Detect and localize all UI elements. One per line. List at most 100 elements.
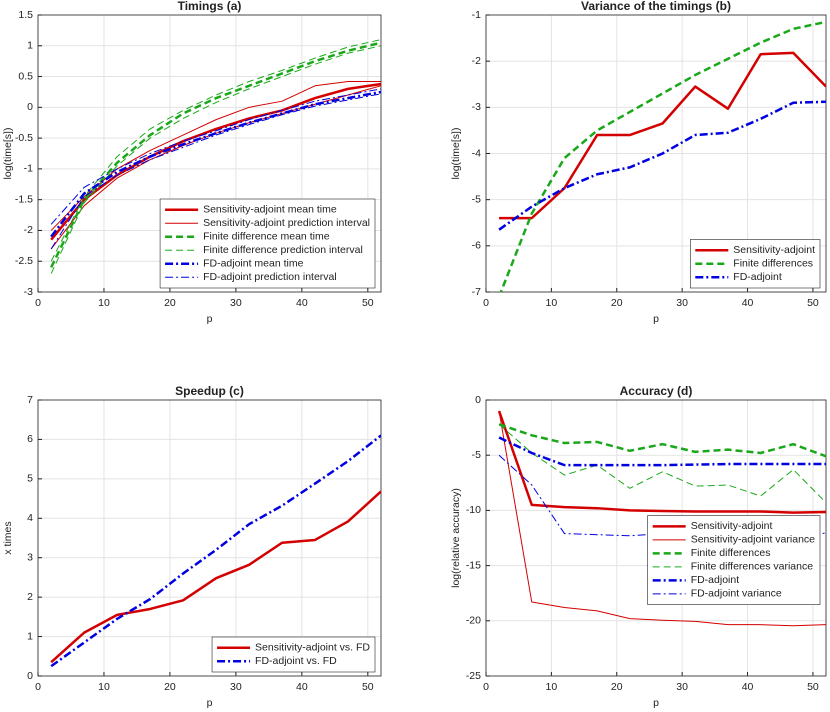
x-tick-label: 20 bbox=[164, 297, 176, 309]
x-tick-label: 20 bbox=[611, 297, 623, 309]
axes-box bbox=[485, 14, 827, 293]
legend-label: Sensitivity-adjoint bbox=[691, 520, 773, 532]
y-tick-label: -0.5 bbox=[15, 132, 33, 144]
legend-label: Finite differences variance bbox=[691, 561, 814, 573]
legend-label: Sensitivity-adjoint variance bbox=[691, 534, 815, 546]
series-line bbox=[50, 85, 381, 250]
x-tick-label: 0 bbox=[483, 297, 489, 309]
series-line bbox=[498, 423, 826, 504]
panel: 0 10 20 30 40 50 0 1 2 3 4 5 6 7 Speedup (c) p x times Se… bbox=[2, 384, 382, 709]
y-tick-label: 4 bbox=[27, 512, 33, 524]
series-line bbox=[499, 20, 826, 292]
legend-label: Sensitivity-adjoint prediction interval bbox=[203, 217, 370, 229]
y-tick-label: -2 bbox=[24, 224, 33, 236]
y-tick-label: 0 bbox=[27, 101, 33, 113]
series-line bbox=[499, 51, 826, 220]
y-axis-label: log(time[s]) bbox=[2, 128, 14, 180]
y-tick-label: 0 bbox=[475, 394, 481, 406]
series-layer bbox=[497, 410, 826, 627]
series-line bbox=[50, 434, 381, 668]
y-tick-label: -2 bbox=[472, 55, 481, 67]
series-line bbox=[498, 436, 826, 467]
x-tick-label: 20 bbox=[164, 681, 176, 693]
legend-label: Finite differences bbox=[691, 547, 771, 559]
x-tick-label: 0 bbox=[483, 681, 489, 693]
x-tick-label: 10 bbox=[546, 681, 558, 693]
y-tick-label: 5 bbox=[27, 473, 33, 485]
y-tick-label: -4 bbox=[472, 147, 481, 159]
legend-label: FD-adjoint vs. FD bbox=[255, 655, 337, 667]
legend-label: Finite difference mean time bbox=[203, 231, 330, 243]
series-line bbox=[50, 41, 381, 268]
chart-title: Accuracy (d) bbox=[620, 384, 693, 398]
series-line bbox=[497, 410, 826, 514]
y-tick-label: -15 bbox=[466, 559, 481, 571]
panel: 0 10 20 30 40 50 -7 -6 -5 -4 -3 -2 -1 Variance of the… bbox=[450, 0, 827, 325]
series-line bbox=[50, 88, 381, 225]
x-axis-label: p bbox=[653, 697, 659, 709]
x-tick-label: 50 bbox=[807, 681, 819, 693]
legend-label: FD-adjoint prediction interval bbox=[203, 271, 337, 283]
axes-box bbox=[485, 399, 827, 677]
y-tick-label: 0.5 bbox=[18, 70, 33, 82]
x-tick-label: 0 bbox=[35, 297, 41, 309]
y-tick-label: 1.5 bbox=[18, 9, 33, 21]
panel: 0 10 20 30 40 50 -25 -20 -15 -10 -5 0 Accuracy (d) p l… bbox=[450, 384, 827, 709]
legend-box bbox=[647, 515, 821, 605]
y-tick-label: 2 bbox=[27, 591, 33, 603]
series-line bbox=[498, 410, 826, 627]
x-tick-label: 0 bbox=[35, 681, 41, 693]
chart-title: Speedup (c) bbox=[175, 384, 244, 398]
x-tick-label: 10 bbox=[98, 681, 110, 693]
y-tick-label: -25 bbox=[466, 670, 481, 682]
axes-box bbox=[37, 14, 382, 293]
chart-title: Timings (a) bbox=[178, 0, 242, 13]
x-tick-label: 30 bbox=[230, 297, 242, 309]
x-tick-label: 40 bbox=[742, 297, 754, 309]
series-line bbox=[50, 82, 381, 241]
x-axis-label: p bbox=[207, 313, 213, 325]
legend-label: Sensitivity-adjoint vs. FD bbox=[255, 642, 370, 654]
plot-area bbox=[38, 400, 381, 676]
y-tick-label: -10 bbox=[466, 504, 481, 516]
axes-box bbox=[37, 399, 382, 677]
y-tick-label: 7 bbox=[27, 394, 33, 406]
x-tick-label: 50 bbox=[807, 297, 819, 309]
y-tick-label: -2.5 bbox=[15, 255, 33, 267]
y-tick-label: -3 bbox=[24, 286, 33, 298]
legend-label: Finite difference prediction interval bbox=[203, 244, 363, 256]
x-tick-label: 10 bbox=[546, 297, 558, 309]
y-tick-label: -5 bbox=[472, 449, 481, 461]
y-tick-label: 1 bbox=[27, 40, 33, 52]
legend-label: FD-adjoint variance bbox=[691, 588, 782, 600]
y-tick-label: -1 bbox=[24, 163, 33, 175]
y-tick-label: -3 bbox=[472, 101, 481, 113]
x-tick-label: 40 bbox=[742, 681, 754, 693]
x-tick-label: 50 bbox=[362, 681, 374, 693]
y-tick-label: 3 bbox=[27, 551, 33, 563]
y-tick-label: -7 bbox=[472, 286, 481, 298]
x-tick-label: 50 bbox=[362, 297, 374, 309]
y-tick-label: -5 bbox=[472, 193, 481, 205]
y-tick-label: -1.5 bbox=[15, 193, 33, 205]
x-tick-label: 40 bbox=[296, 297, 308, 309]
x-tick-label: 30 bbox=[676, 681, 688, 693]
y-tick-label: -1 bbox=[472, 9, 481, 21]
legend-label: Finite differences bbox=[733, 258, 813, 270]
x-tick-label: 30 bbox=[230, 681, 242, 693]
legend-box bbox=[211, 636, 376, 673]
series-line bbox=[498, 100, 826, 231]
legend-box bbox=[159, 198, 376, 289]
legend-label: FD-adjoint bbox=[691, 574, 740, 586]
series-layer bbox=[50, 434, 381, 668]
series-line bbox=[498, 423, 826, 458]
y-axis-label: x times bbox=[2, 521, 14, 554]
series-line bbox=[50, 90, 381, 238]
y-tick-label: 6 bbox=[27, 433, 33, 445]
y-tick-label: 0 bbox=[27, 670, 33, 682]
x-axis-label: p bbox=[653, 313, 659, 325]
legend: Sensitivity-adjoint Sensitivity-adjoint v… bbox=[647, 515, 821, 605]
legend-label: FD-adjoint bbox=[733, 271, 782, 283]
